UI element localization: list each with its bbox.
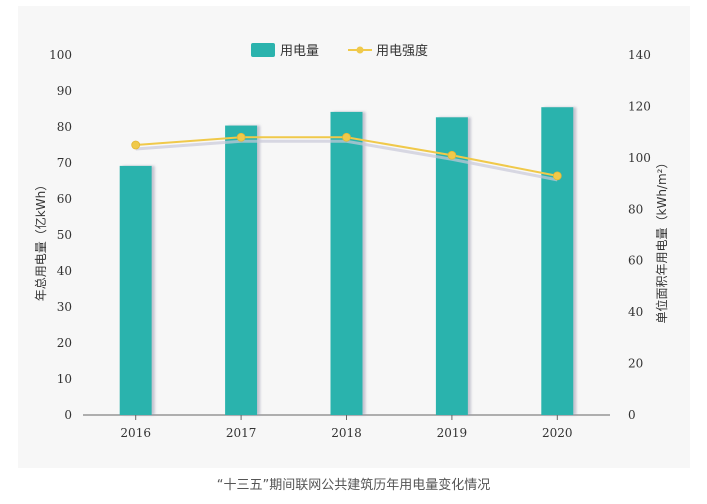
legend-label-line: 用电强度 [376,43,428,59]
y-left-tick-label: 30 [57,300,72,314]
y-right-tick-label: 140 [628,48,651,62]
line-point-2016 [131,140,141,150]
line-series [131,132,562,182]
x-axis-ticks: 2016 2017 2018 2019 2020 [120,415,573,440]
legend-label-bar: 用电量 [280,44,319,59]
y-left-tick-label: 90 [57,84,72,98]
y-left-tick-label: 10 [57,372,72,386]
y-axis-right-title: 单位面积年用电量（kWh/m²） [654,157,669,324]
x-tick-label: 2018 [331,426,362,440]
y-left-tick-label: 0 [64,408,72,422]
x-tick-label: 2020 [542,426,573,440]
y-right-tick-label: 20 [628,357,643,371]
x-tick-label: 2016 [120,426,151,440]
line-point-2020 [552,171,562,181]
chart: 用电量 用电强度 0 10 20 30 40 50 60 70 80 90 100 0 20 40 60 8… [33,43,669,440]
y-left-tick-label: 40 [57,264,72,278]
y-left-tick-label: 100 [49,48,72,62]
legend-swatch-bar [251,43,275,57]
line-point-2018 [342,132,351,142]
y-left-tick-label: 50 [57,228,72,242]
line-point-2019 [447,150,457,160]
left-axis-ticks: 0 10 20 30 40 50 60 70 80 90 100 [49,48,72,422]
y-right-tick-label: 0 [628,408,636,422]
y-left-tick-label: 70 [57,156,72,170]
y-left-tick-label: 20 [57,336,72,350]
x-tick-label: 2019 [437,426,468,440]
y-axis-left-title: 年总用电量（亿kWh） [33,179,48,301]
y-right-tick-label: 100 [628,151,651,165]
legend: 用电量 用电强度 [251,43,428,59]
bar-2017 [225,125,258,415]
y-right-tick-label: 120 [628,99,651,113]
bar-2019 [435,117,468,415]
y-right-tick-label: 40 [628,305,643,319]
right-axis-ticks: 0 20 40 60 80 100 120 140 [628,48,651,422]
line-point-2017 [236,132,246,142]
y-left-tick-label: 80 [57,120,72,134]
y-right-tick-label: 60 [628,254,643,268]
y-right-tick-label: 80 [628,202,643,216]
y-left-tick-label: 60 [57,192,72,206]
bar-series [119,107,574,415]
legend-swatch-marker [356,46,364,54]
bar-2016 [119,165,152,415]
x-tick-label: 2017 [226,426,257,440]
bar-2020 [541,107,574,415]
bar-2018 [330,111,363,415]
figure-caption: “十三五”期间联网公共建筑历年用电量变化情况 [216,478,491,493]
